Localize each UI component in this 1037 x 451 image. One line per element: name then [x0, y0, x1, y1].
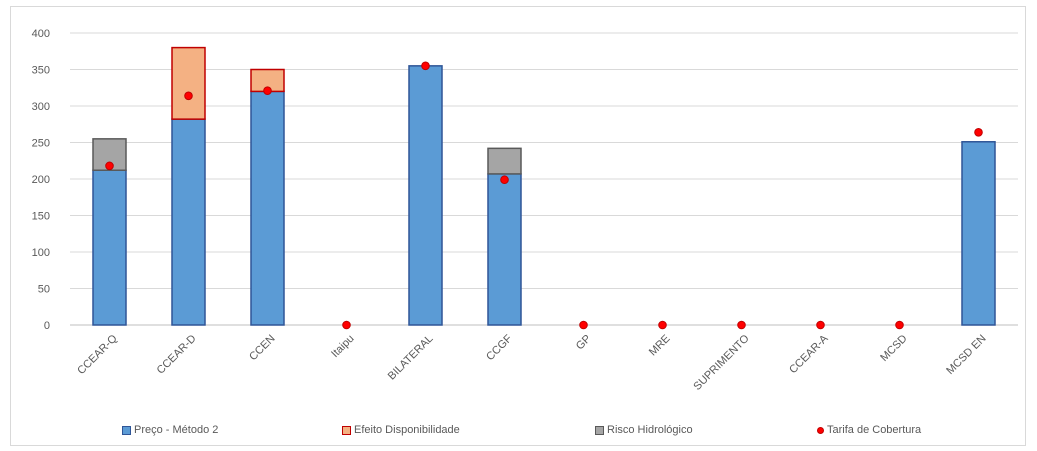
y-tick-label: 250 [32, 138, 50, 150]
legend-swatch-efeito [342, 425, 351, 435]
x-tick-label: BILATERAL [386, 333, 436, 383]
legend-label-preco: Preço - Método 2 [134, 424, 219, 436]
x-tick-label: CCEAR-Q [75, 332, 120, 377]
bar-segment-0 [250, 90, 285, 326]
y-tick-label: 50 [38, 284, 50, 296]
legend-label-efeito: Efeito Disponibilidade [354, 424, 460, 436]
bar-segment-0 [961, 141, 996, 326]
x-tick-label: CCGF [484, 332, 515, 363]
legend-label-risco: Risco Hidrológico [607, 424, 693, 436]
x-tick-label: CCEN [247, 333, 278, 364]
marker-point [974, 127, 983, 137]
x-tick-label: MCSD [878, 333, 909, 364]
marker-point [500, 175, 509, 185]
marker-point [658, 320, 667, 330]
bar-segment-0 [92, 169, 127, 326]
marker-point [895, 320, 904, 330]
marker-point [421, 61, 430, 71]
marker-point [579, 320, 588, 330]
marker-point [184, 91, 193, 101]
bar-segment-0 [171, 118, 206, 326]
y-tick-label: 300 [32, 101, 50, 113]
y-tick-label: 0 [44, 320, 50, 332]
marker-point [816, 320, 825, 330]
y-tick-label: 400 [32, 28, 50, 40]
y-tick-label: 350 [32, 65, 50, 77]
bar-segment-2 [487, 147, 522, 175]
bar-segment-0 [408, 65, 443, 326]
bar-segment-1 [171, 46, 206, 120]
legend-item-risco: Risco Hidrológico [595, 424, 693, 436]
legend-label-tarifa: Tarifa de Cobertura [827, 424, 922, 436]
legend-swatch-risco [595, 425, 604, 435]
x-tick-label: GP [574, 333, 594, 353]
x-tick-label: MRE [647, 333, 673, 359]
chart-legend: Preço - Método 2 Efeito Disponibilidade … [0, 424, 1037, 444]
y-tick-label: 150 [32, 211, 50, 223]
marker-point [105, 161, 114, 171]
y-tick-label: 100 [32, 247, 50, 259]
legend-item-efeito: Efeito Disponibilidade [342, 424, 460, 436]
x-tick-label: CCEAR-A [787, 332, 831, 376]
legend-marker-tarifa [817, 426, 824, 434]
bar-segment-2 [92, 138, 127, 171]
marker-point [737, 320, 746, 330]
legend-item-preco: Preço - Método 2 [122, 424, 218, 436]
x-tick-label: MCSD EN [944, 333, 988, 377]
marker-point [263, 86, 272, 95]
x-tick-label: SUPRIMENTO [691, 332, 752, 393]
bar-segment-0 [487, 173, 522, 326]
legend-item-tarifa: Tarifa de Cobertura [817, 424, 921, 436]
x-tick-label: Itaipu [329, 333, 357, 361]
x-tick-label: CCEAR-D [155, 333, 199, 377]
marker-point [342, 320, 351, 330]
y-tick-label: 200 [32, 174, 50, 186]
legend-swatch-preco [122, 425, 131, 435]
